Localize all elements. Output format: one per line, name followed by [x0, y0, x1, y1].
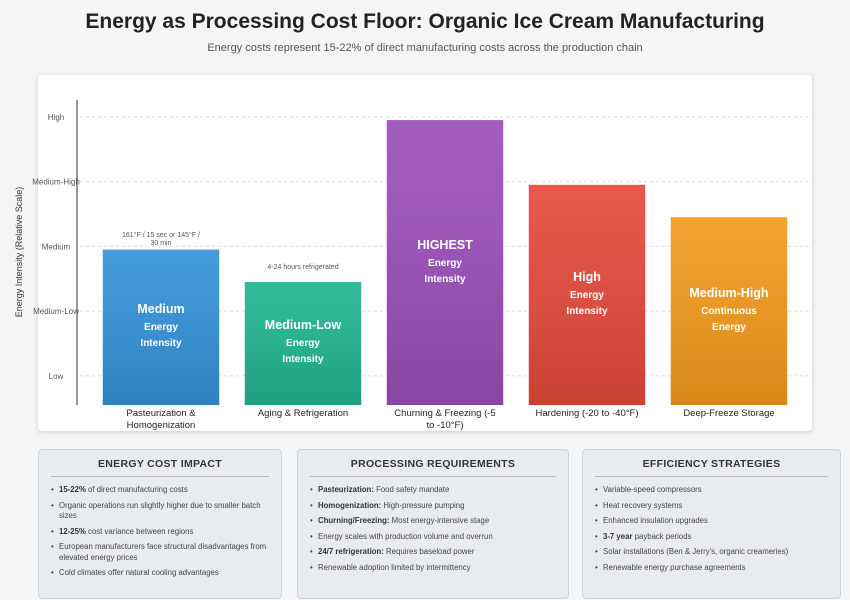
item-text: European manufacturers face structural d…	[59, 542, 267, 562]
item-text: Cold climates offer natural cooling adva…	[59, 568, 219, 577]
bar-sublabel: Continuous Energy	[701, 306, 757, 334]
item-text: Heat recovery systems	[603, 500, 683, 510]
item-bold: 15-22%	[59, 485, 86, 494]
item-text: payback periods	[634, 531, 692, 541]
bar-shade	[102, 249, 220, 405]
bar-sublabel: Energy Intensity	[282, 338, 324, 366]
bar-sublabel: Energy Intensity	[140, 322, 182, 350]
item-text: Renewable adoption limited by intermitte…	[318, 562, 471, 572]
bar-label: Medium-High Continuous Energy	[671, 217, 787, 405]
item-bold: Churning/Freezing:	[318, 516, 390, 525]
item-bold: Homogenization:	[318, 500, 382, 510]
bar-label: High Energy Intensity	[529, 185, 645, 405]
bar-shade	[670, 217, 788, 405]
bar-note: 4-24 hours refrigerated	[267, 263, 339, 271]
panel-title: ENERGY COST IMPACT	[51, 458, 269, 477]
info-panel: EFFICIENCY STRATEGIES Variable-speed comp…	[582, 449, 841, 599]
panel-item: Homogenization: High-pressure pumping	[310, 501, 556, 512]
panel-title: EFFICIENCY STRATEGIES	[595, 458, 828, 477]
item-text: Variable-speed compressors	[603, 485, 702, 494]
item-bold: Pasteurization:	[318, 485, 374, 494]
panel-list: Variable-speed compressors Heat recovery …	[595, 485, 828, 573]
info-panel: ENERGY COST IMPACT 15-22% of direct manuf…	[38, 449, 282, 599]
y-tick-label: Medium-Low	[33, 307, 79, 316]
item-bold: 12-25%	[59, 526, 86, 536]
panel-item: Pasteurization: Food safety mandate	[310, 485, 556, 496]
y-tick-label: Low	[49, 372, 64, 381]
item-bold: 3-7 year	[603, 531, 633, 541]
panel-item: Cold climates offer natural cooling adva…	[51, 568, 269, 579]
bar-label: Medium Energy Intensity	[103, 250, 219, 405]
panel-item: Renewable adoption limited by intermitte…	[310, 563, 556, 574]
item-bold: 24/7 refrigeration:	[318, 547, 384, 556]
bar-note: 161°F / 15 sec or 145°F / 30 min	[122, 231, 200, 247]
bar-shade	[528, 184, 646, 405]
x-tick-label: Deep-Freeze Storage	[683, 408, 775, 419]
value-label: Medium-High	[689, 286, 769, 301]
panel-item: Organic operations run slightly higher d…	[51, 501, 269, 522]
panel-item: 3-7 year payback periods	[595, 532, 828, 543]
panel-item: Renewable energy purchase agreements	[595, 563, 828, 574]
y-tick-label: Medium	[42, 242, 71, 251]
bar-sublabel: Energy Intensity	[566, 289, 608, 317]
bar-label: Medium-Low Energy Intensity	[245, 282, 361, 405]
panel-title: PROCESSING REQUIREMENTS	[310, 458, 556, 477]
panel-item: Enhanced insulation upgrades	[595, 516, 828, 527]
bar-shade	[386, 120, 504, 405]
item-text: Most energy-intensive stage	[391, 516, 490, 525]
item-text: cost variance between regions	[88, 526, 194, 536]
panel-item: Variable-speed compressors	[595, 485, 828, 496]
panel-item: 12-25% cost variance between regions	[51, 527, 269, 538]
value-label: Medium	[137, 302, 185, 317]
panel-item: 15-22% of direct manufacturing costs	[51, 485, 269, 496]
chart-title: Energy as Processing Cost Floor: Organic…	[85, 10, 765, 33]
bar-sublabel: Energy Intensity	[424, 257, 466, 285]
panel-item: European manufacturers face structural d…	[51, 542, 269, 563]
x-tick-label: Churning & Freezing (-5 to -10°F)	[394, 408, 496, 431]
item-text: Enhanced insulation upgrades	[603, 516, 708, 525]
item-text: Renewable energy purchase agreements	[603, 562, 746, 572]
item-text: Organic operations run slightly higher d…	[59, 500, 261, 521]
item-text: Energy scales with production volume and…	[318, 531, 493, 541]
item-text: Requires baseload power	[386, 547, 475, 556]
panel-list: 15-22% of direct manufacturing costs Orga…	[51, 485, 269, 579]
item-text: High-pressure pumping	[383, 500, 465, 510]
item-text: Solar installations (Ben & Jerry's, orga…	[603, 547, 789, 556]
y-axis-label: Energy Intensity (Relative Scale)	[14, 187, 24, 318]
panel-item: Heat recovery systems	[595, 501, 828, 512]
chart: Energy Intensity (Relative Scale) Low Med…	[14, 100, 810, 405]
item-text: Food safety mandate	[376, 485, 450, 494]
chart-subtitle: Energy costs represent 15-22% of direct …	[207, 42, 643, 54]
info-panel: PROCESSING REQUIREMENTS Pasteurization: F…	[297, 449, 569, 599]
panel-list: Pasteurization: Food safety mandate Homog…	[310, 485, 556, 573]
y-tick-label: High	[48, 113, 64, 122]
bar-shade	[244, 281, 362, 405]
item-text: of direct manufacturing costs	[88, 485, 188, 494]
panel-item: Energy scales with production volume and…	[310, 532, 556, 543]
panel-item: Churning/Freezing: Most energy-intensive…	[310, 516, 556, 527]
y-tick-label: Medium-High	[32, 178, 80, 187]
x-tick-label: Hardening (-20 to -40°F)	[535, 408, 639, 419]
bar-label: HIGHEST Energy Intensity	[387, 120, 503, 405]
panel-item: 24/7 refrigeration: Requires baseload po…	[310, 547, 556, 558]
value-label: HIGHEST	[417, 237, 473, 252]
panel-item: Solar installations (Ben & Jerry's, orga…	[595, 547, 828, 558]
value-label: High	[573, 269, 601, 284]
value-label: Medium-Low	[264, 318, 342, 333]
x-tick-label: Pasteurization & Homogenization	[126, 408, 196, 431]
x-tick-label: Aging & Refrigeration	[257, 408, 349, 419]
